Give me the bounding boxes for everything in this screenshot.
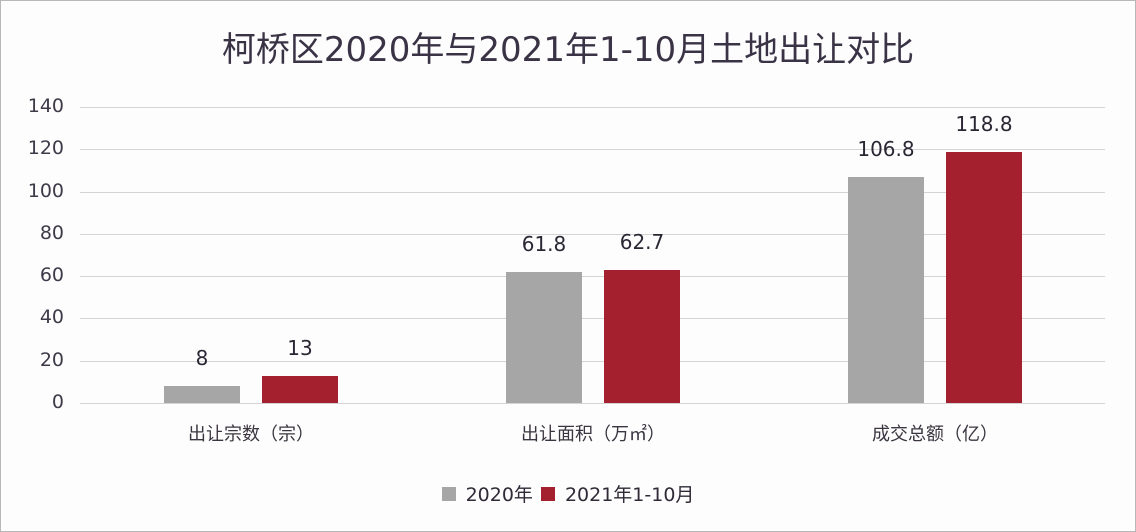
bar-2020-1[interactable] <box>506 272 582 403</box>
legend: 2020年 2021年1-10月 <box>0 480 1136 507</box>
data-label: 106.8 <box>857 137 915 162</box>
bar-2021-0[interactable] <box>262 375 338 403</box>
gridline <box>80 192 1105 193</box>
gridline <box>80 276 1105 277</box>
y-tick-label: 100 <box>27 180 64 202</box>
x-category-label: 出让面积（万㎡） <box>521 424 665 445</box>
bar-2021-2[interactable] <box>946 151 1022 403</box>
legend-swatch-gray-icon <box>441 486 456 501</box>
legend-label: 2021年1-10月 <box>564 484 695 506</box>
gridline <box>80 403 1105 404</box>
data-label: 61.8 <box>521 232 567 257</box>
y-tick-label: 20 <box>39 349 64 371</box>
gridline <box>80 149 1105 150</box>
y-tick-label: 140 <box>27 95 64 117</box>
y-tick-label: 40 <box>39 306 64 328</box>
bar-2021-1[interactable] <box>604 270 680 403</box>
data-label: 118.8 <box>955 111 1013 136</box>
y-tick-label: 60 <box>39 264 64 286</box>
x-category-label: 出让宗数（宗） <box>188 424 314 445</box>
chart-title: 柯桥区2020年与2021年1-10月土地出让对比 <box>221 30 915 70</box>
legend-item-2020[interactable]: 2020年 <box>441 480 533 507</box>
data-label: 13 <box>287 335 313 360</box>
x-category-label: 成交总额（亿） <box>872 424 998 445</box>
bar-2020-0[interactable] <box>164 386 240 403</box>
y-tick-label: 0 <box>51 391 64 413</box>
gridline <box>80 234 1105 235</box>
bar-2020-2[interactable] <box>848 177 924 403</box>
legend-item-2021[interactable]: 2021年1-10月 <box>540 480 695 507</box>
data-label: 8 <box>195 346 209 371</box>
gridline <box>80 318 1105 319</box>
legend-label: 2020年 <box>465 484 533 506</box>
gridline <box>80 361 1105 362</box>
y-tick-label: 80 <box>39 222 64 244</box>
data-label: 62.7 <box>619 230 665 255</box>
y-tick-label: 120 <box>27 137 64 159</box>
gridline <box>80 107 1105 108</box>
legend-swatch-red-icon <box>540 486 555 501</box>
